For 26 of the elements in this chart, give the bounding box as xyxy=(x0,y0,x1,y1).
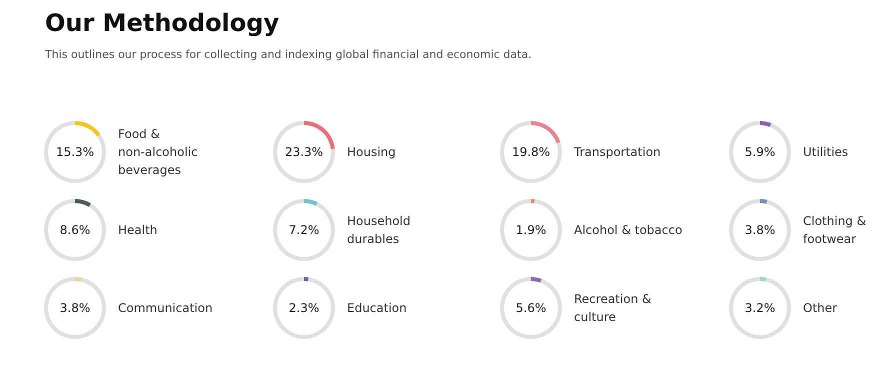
category-label: Recreation & culture xyxy=(574,292,656,324)
data-label: 7.2% xyxy=(288,223,320,237)
data-label: 1.9% xyxy=(516,223,546,237)
data-label: 5.6% xyxy=(516,301,546,315)
data-label: 15.3% xyxy=(56,145,94,159)
category-label: Housing xyxy=(347,145,396,159)
category-label: Other xyxy=(803,301,838,315)
category-label: Alcohol & tobacco xyxy=(574,223,682,237)
data-label: 8.6% xyxy=(60,223,90,237)
data-label: 3.8% xyxy=(744,223,776,237)
text: Our Methodology xyxy=(45,9,280,37)
category-label: Transportation xyxy=(573,145,661,159)
data-label: 19.8% xyxy=(512,145,550,159)
category-label: Education xyxy=(347,301,407,315)
data-label: 2.3% xyxy=(288,301,320,315)
data-label: 23.3% xyxy=(284,145,324,159)
data-label: 3.2% xyxy=(744,301,776,315)
text: This outlines our process for collecting and indexing global financial and economic data. xyxy=(44,48,532,61)
category-label: Clothing & footwear xyxy=(803,214,870,246)
category-label: Communication xyxy=(118,301,213,315)
data-label: 3.8% xyxy=(60,301,90,315)
category-label: Food & non-alcoholic beverages xyxy=(118,127,202,177)
category-label: Utilities xyxy=(803,145,848,159)
category-label: Household durables xyxy=(347,214,414,246)
category-label: Health xyxy=(118,223,158,237)
data-label: 5.9% xyxy=(744,145,776,159)
